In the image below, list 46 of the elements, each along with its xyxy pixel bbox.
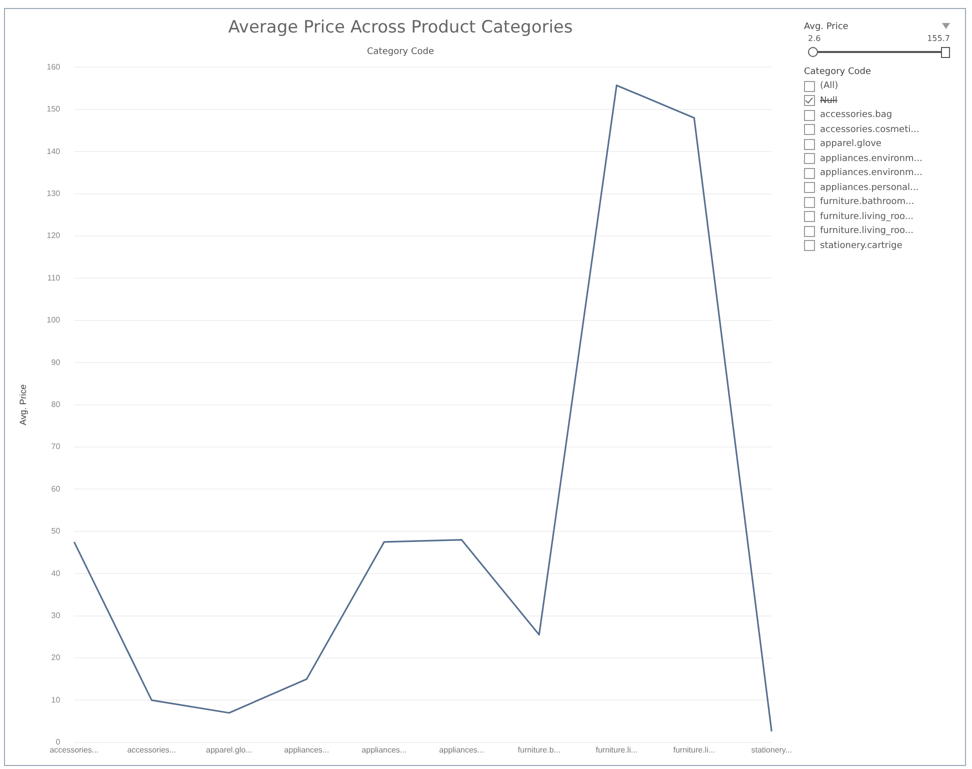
y-axis-title: Avg. Price [18, 384, 28, 426]
text: (All) [820, 81, 838, 92]
text: furniture.bathroom... [820, 197, 914, 208]
text: 155.7 [927, 34, 950, 43]
y-tick-label: 100 [46, 316, 61, 325]
x-tick-label: furniture.b... [518, 745, 560, 754]
text: Avg. Price [804, 22, 850, 32]
text: appliances.personal... [820, 182, 919, 193]
x-tick-label: accessories... [50, 745, 99, 754]
x-tick-label: stationery... [751, 745, 792, 754]
x-tick-label: furniture.li... [673, 745, 716, 754]
y-tick-label: 70 [51, 442, 61, 452]
y-tick-label: 150 [46, 104, 61, 114]
y-tick-label: 40 [51, 568, 61, 578]
y-tick-label: 110 [47, 273, 61, 282]
y-tick-label: 90 [51, 358, 61, 367]
text: Null [820, 96, 838, 106]
text: 2.6 [808, 34, 821, 43]
x-axis-title: Category Code [366, 47, 434, 58]
text: Category Code [804, 67, 872, 77]
chart-title: Average Price Across Product Categories [228, 18, 573, 38]
x-tick-label: apparel.glo... [206, 745, 252, 754]
text: furniture.living_roo... [820, 212, 914, 222]
text: appliances.environm... [820, 154, 922, 164]
x-tick-label: appliances... [362, 745, 407, 754]
y-tick-label: 60 [51, 484, 61, 494]
text: appliances.environm... [820, 168, 922, 178]
text: apparel.glove [820, 139, 882, 150]
y-tick-label: 80 [51, 400, 61, 410]
y-tick-label: 160 [46, 62, 61, 72]
y-tick-label: 0 [56, 738, 61, 747]
x-tick-label: appliances... [439, 745, 484, 754]
x-tick-label: appliances... [284, 745, 330, 754]
x-tick-label: accessories... [127, 745, 176, 754]
text: stationery.cartrige [820, 240, 902, 251]
x-tick-label: furniture.li... [596, 745, 638, 754]
y-tick-label: 20 [51, 653, 61, 662]
y-tick-label: 50 [51, 526, 61, 536]
y-tick-label: 140 [46, 146, 61, 156]
text: accessories.cosmeti... [820, 124, 920, 135]
text: furniture.living_roo... [820, 226, 914, 236]
y-tick-label: 30 [51, 611, 61, 620]
y-tick-label: 120 [46, 231, 61, 240]
y-tick-label: 10 [51, 695, 61, 704]
text: accessories.bag [820, 110, 892, 120]
y-tick-label: 130 [46, 189, 61, 198]
